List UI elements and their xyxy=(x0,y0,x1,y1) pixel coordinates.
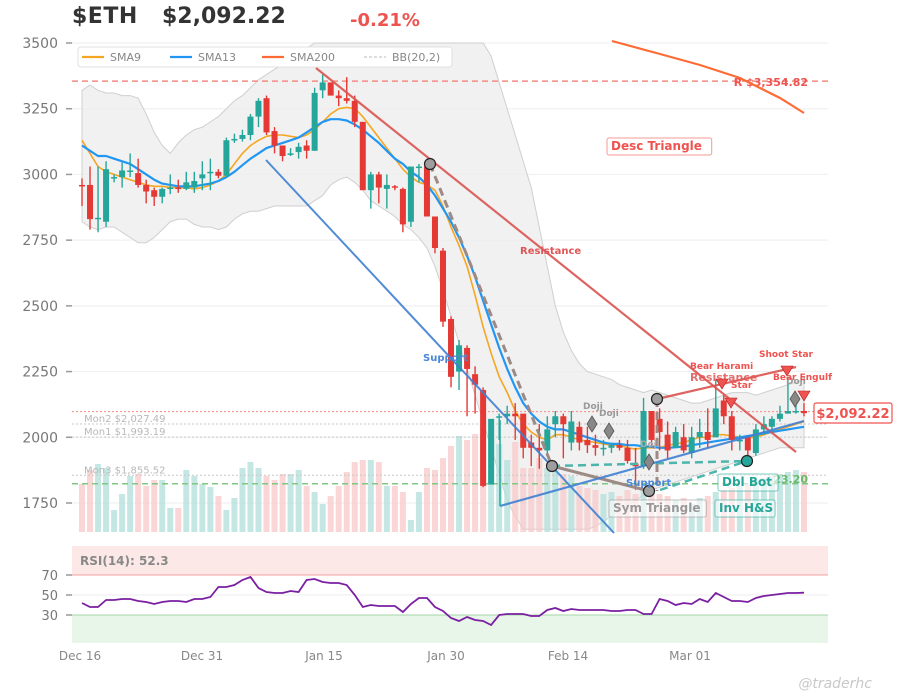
bear-harami-label: Bear Harami xyxy=(690,362,753,372)
sym-triangle-label-box xyxy=(608,499,707,518)
date-tick: Mar 01 xyxy=(669,649,711,663)
inv-hs-label-box xyxy=(714,499,776,518)
ticker-symbol: $ETH xyxy=(72,4,138,29)
doji-label: Doji xyxy=(583,402,603,412)
current-price-tag-box xyxy=(813,402,893,424)
resistance-label: Resistance xyxy=(520,246,581,257)
date-tick: Feb 14 xyxy=(548,649,588,663)
rsi-tick: 70 xyxy=(41,569,58,584)
price-tick: 3500 xyxy=(22,36,58,52)
legend-label: SMA13 xyxy=(198,51,236,64)
doji-marker xyxy=(603,422,615,440)
price-tick: 2250 xyxy=(22,365,58,381)
price-levels: R $3,354.82 Mon2 $2,027.49 Mon1 $1,993.19 M… xyxy=(72,76,828,486)
price-tick: 3250 xyxy=(22,102,58,118)
annotations: Desc Triangle Sym Triangle Dbl Bot Inv H&S R… xyxy=(423,137,893,518)
price-tick: 2500 xyxy=(22,299,58,315)
mon3-level-label: Mon3 $1,855.52 xyxy=(84,465,166,476)
mon1-level-label: Mon1 $1,993.19 xyxy=(84,427,166,438)
doji-label: Doji xyxy=(640,440,660,450)
doji-marker xyxy=(586,415,598,433)
rsi-overbought-zone xyxy=(72,546,828,575)
date-tick: Jan 30 xyxy=(426,649,465,663)
chart-legend: SMA9 SMA13 SMA200 BB(20,2) xyxy=(77,46,453,68)
support-label: Support xyxy=(423,353,468,364)
price-tick: 2750 xyxy=(22,233,58,249)
star-label: Star xyxy=(731,381,753,391)
legend-label: SMA200 xyxy=(290,51,335,64)
support-level-label: 23.20 xyxy=(773,473,808,486)
dbl-bot-label: Dbl Bot xyxy=(722,475,772,489)
date-tick: Dec 31 xyxy=(181,649,223,663)
bear-engulf-label: Bear Engulf xyxy=(773,373,832,383)
price-tick: 1750 xyxy=(22,496,58,512)
dbl-bot-label-box xyxy=(717,473,779,492)
pivot-marker xyxy=(642,484,656,498)
date-tick: Jan 15 xyxy=(304,649,343,663)
rsi-panel: 70 50 30 RSI(14): 52.3 xyxy=(41,546,828,643)
rsi-tick: 30 xyxy=(41,609,58,624)
rsi-oversold-zone xyxy=(72,615,828,643)
legend-label: BB(20,2) xyxy=(392,51,440,64)
bearish-marker xyxy=(797,390,811,402)
doji-label: Doji xyxy=(599,409,619,419)
pivot-marker xyxy=(740,454,754,468)
pivot-marker xyxy=(650,392,664,406)
rsi-tick: 50 xyxy=(41,589,58,604)
current-price: $2,092.22 xyxy=(162,4,286,29)
pivot-marker xyxy=(545,459,559,473)
legend-label: SMA9 xyxy=(110,51,141,64)
rsi-line xyxy=(81,575,805,627)
rsi-label: RSI(14): 52.3 xyxy=(80,554,169,568)
bearish-marker xyxy=(724,397,738,409)
inv-hs-label: Inv H&S xyxy=(719,501,773,515)
doji-marker xyxy=(643,453,655,471)
price-tick: 2000 xyxy=(22,430,58,446)
bearish-marker xyxy=(780,365,794,377)
price-tick: 3000 xyxy=(22,167,58,183)
date-tick: Dec 16 xyxy=(59,649,101,663)
doji-label: Doji xyxy=(786,377,806,387)
mon2-level-label: Mon2 $2,027.49 xyxy=(84,414,166,425)
trendlines xyxy=(265,67,805,534)
desc-triangle-label-box xyxy=(606,137,713,156)
desc-triangle-label: Desc Triangle xyxy=(611,139,702,153)
resistance-label-2: Resistance xyxy=(690,371,757,384)
price-change-percent: -0.21% xyxy=(350,10,420,31)
watermark: @traderhc xyxy=(798,676,872,692)
candlesticks xyxy=(79,74,807,490)
support-label-2: Support xyxy=(626,478,671,489)
bearish-marker xyxy=(715,378,729,390)
shoot-star-label: Shoot Star xyxy=(759,350,814,360)
pivot-marker xyxy=(423,157,437,171)
current-price-tag: $2,092.22 xyxy=(816,407,889,422)
doji-marker xyxy=(789,390,801,408)
sym-triangle-label: Sym Triangle xyxy=(613,501,701,515)
resistance-level-label: R $3,354.82 xyxy=(734,76,808,89)
axes: 3500 3250 3000 2750 2500 2250 2000 1750 Dec 16 De… xyxy=(22,36,711,663)
